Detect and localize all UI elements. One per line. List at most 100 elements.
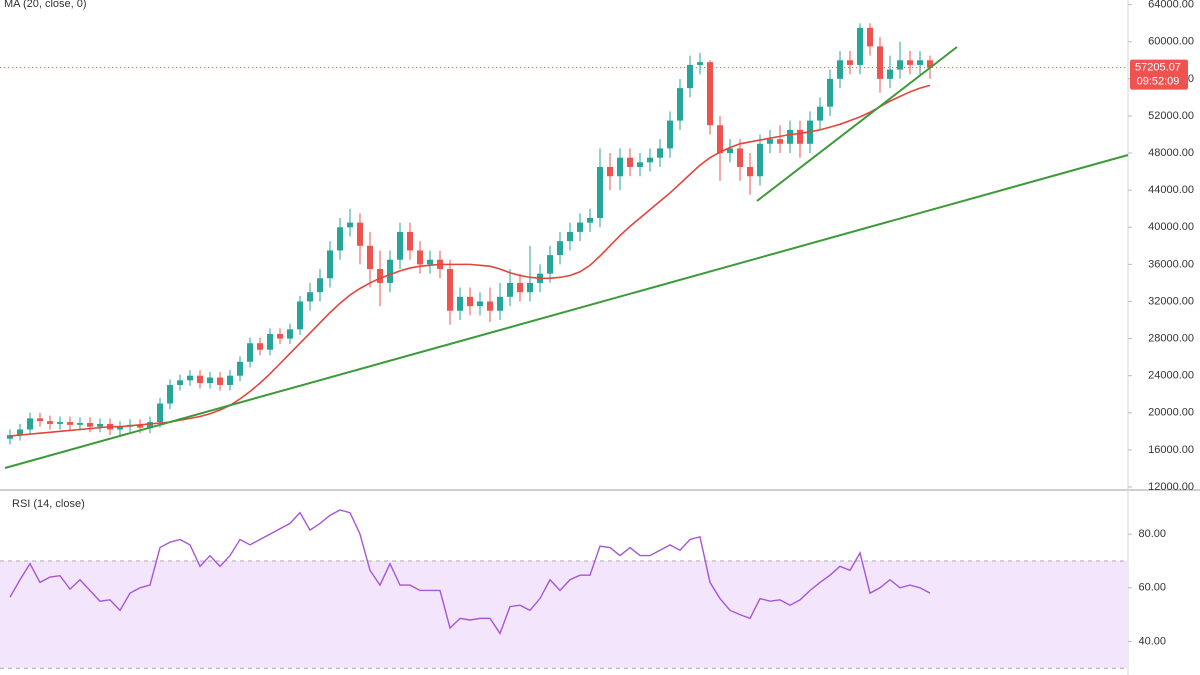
candle-body	[417, 250, 423, 265]
candle-body	[367, 245, 373, 270]
candle-body	[477, 301, 483, 307]
candle-body	[627, 157, 633, 167]
candle-body	[57, 422, 63, 424]
candle-body	[167, 384, 173, 404]
candle-body	[297, 301, 303, 330]
candle-body	[27, 418, 33, 430]
y-tick-label: 48000.00	[1148, 147, 1194, 159]
candle-body	[617, 157, 623, 177]
candle-body	[217, 377, 223, 385]
candle-body	[577, 222, 583, 232]
candle-body	[797, 129, 803, 144]
candle-body	[77, 422, 83, 425]
candle-body	[277, 333, 283, 339]
candle-body	[377, 269, 383, 283]
candle-body	[137, 424, 143, 428]
candle-body	[777, 139, 783, 144]
candle-body	[457, 296, 463, 311]
y-tick-label: 32000.00	[1148, 295, 1194, 307]
candle-body	[547, 255, 553, 274]
candle-body	[857, 27, 863, 65]
candle-body	[917, 60, 923, 65]
last-price-label: 57205.07	[1135, 62, 1181, 74]
candle-body	[697, 62, 703, 65]
candle-body	[817, 106, 823, 121]
candle-body	[657, 148, 663, 158]
candle-body	[847, 60, 853, 65]
candle-body	[497, 296, 503, 311]
candle-body	[747, 166, 753, 177]
ma-line	[9, 84, 931, 437]
candle-body	[527, 282, 533, 293]
candle-body	[257, 343, 263, 350]
candle-body	[247, 343, 253, 362]
y-tick-label: 24000.00	[1148, 370, 1194, 382]
candle-body	[67, 422, 73, 425]
candle-body	[867, 27, 873, 47]
y-tick-label: 80.00	[1138, 528, 1166, 540]
y-tick-label: 12000.00	[1148, 481, 1194, 493]
candle-body	[877, 46, 883, 79]
rsi-line	[9, 509, 931, 635]
candle-body	[47, 421, 53, 424]
trend-line	[4, 154, 1129, 469]
last-price-box	[1130, 59, 1188, 90]
candle-body	[927, 60, 933, 68]
y-tick-label: 44000.00	[1148, 184, 1194, 196]
trend-line	[756, 46, 958, 202]
candle-body	[157, 403, 163, 423]
candle-body	[147, 422, 153, 428]
candle-body	[407, 231, 413, 251]
y-tick-label: 64000.00	[1148, 0, 1194, 11]
candle-body	[97, 423, 103, 427]
y-tick-label: 40000.00	[1148, 221, 1194, 233]
countdown-label: 09:52:09	[1137, 76, 1180, 88]
candle-body	[397, 231, 403, 260]
candle-body	[707, 62, 713, 126]
candle-body	[197, 375, 203, 384]
candle-body	[727, 148, 733, 154]
candle-body	[687, 64, 693, 89]
y-tick-label: 60.00	[1138, 582, 1166, 594]
candle-body	[837, 60, 843, 79]
y-tick-label: 60000.00	[1148, 36, 1194, 48]
candle-body	[307, 292, 313, 302]
y-tick-label: 36000.00	[1148, 258, 1194, 270]
y-tick-label: 40.00	[1138, 635, 1166, 647]
rsi-legend: RSI (14, close)	[12, 498, 85, 510]
candle-body	[737, 148, 743, 167]
candle-body	[637, 162, 643, 167]
rsi-band	[0, 560, 1128, 669]
y-tick-label: 52000.00	[1148, 110, 1194, 122]
candle-body	[907, 60, 913, 65]
candle-body	[757, 143, 763, 177]
candle-body	[207, 377, 213, 384]
candle-body	[507, 282, 513, 297]
candle-body	[237, 361, 243, 376]
candle-body	[227, 375, 233, 385]
candle-body	[7, 435, 13, 439]
candle-body	[87, 422, 93, 427]
candle-body	[177, 380, 183, 385]
candle-body	[557, 241, 563, 256]
candle-body	[337, 227, 343, 251]
candle-body	[567, 231, 573, 242]
candle-body	[467, 296, 473, 307]
ma-legend: MA (20, close, 0)	[4, 0, 87, 10]
candle-body	[447, 269, 453, 311]
candle-body	[117, 426, 123, 430]
candle-body	[767, 139, 773, 144]
candle-body	[667, 120, 673, 149]
candle-body	[787, 129, 793, 144]
candle-body	[487, 301, 493, 311]
candle-body	[647, 157, 653, 163]
y-tick-label: 28000.00	[1148, 332, 1194, 344]
candle-body	[717, 125, 723, 154]
candle-body	[607, 166, 613, 177]
candle-body	[827, 78, 833, 107]
candle-body	[37, 418, 43, 422]
y-tick-label: 16000.00	[1148, 444, 1194, 456]
